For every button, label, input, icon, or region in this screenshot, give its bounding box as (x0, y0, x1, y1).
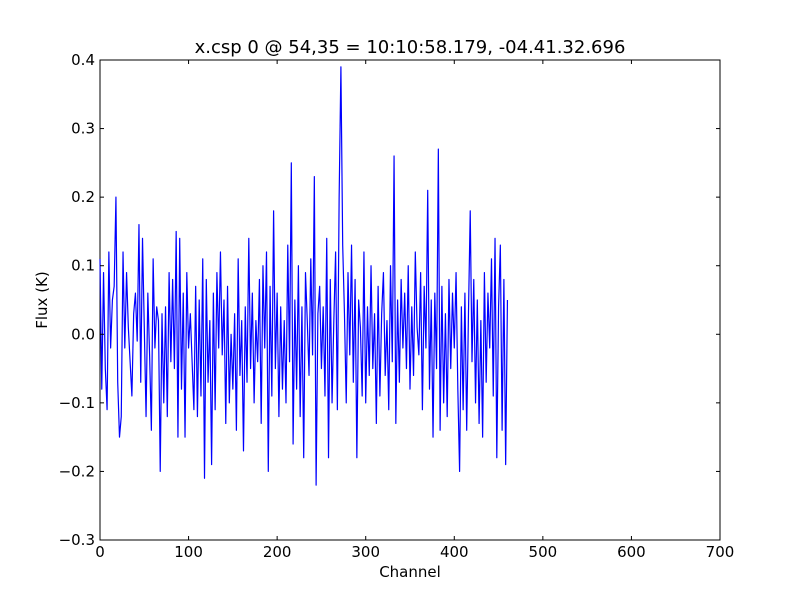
plot-area: 0 100 200 300 400 500 600 700 −0.3 −0.2 −0.1 0.0 0.1… (59, 51, 735, 561)
y-tick-label: −0.3 (59, 531, 95, 549)
y-tick-label: 0.4 (71, 51, 95, 69)
series-layer (99, 66, 509, 486)
x-tick-label: 100 (174, 543, 203, 561)
series-line-0 (99, 66, 509, 486)
y-tick-label: −0.2 (59, 462, 95, 480)
y-tick-label: 0.2 (71, 188, 95, 206)
x-tick-label: 0 (95, 543, 105, 561)
y-tick-label: 0.3 (71, 120, 95, 138)
y-tick-label: 0.1 (71, 257, 95, 275)
axes-frame (99, 59, 721, 541)
x-tick-label: 700 (706, 543, 735, 561)
x-tick-label: 300 (351, 543, 380, 561)
x-tick-label: 600 (617, 543, 646, 561)
x-axis-label: Channel (379, 563, 441, 581)
x-tick-label: 200 (263, 543, 292, 561)
y-axis-label: Flux (K) (33, 271, 51, 329)
x-tick-label: 500 (529, 543, 558, 561)
ticks-layer: 0 100 200 300 400 500 600 700 −0.3 −0.2 −0.1 0.0 0.1… (59, 51, 735, 561)
y-tick-label: −0.1 (59, 394, 95, 412)
y-tick-label: 0.0 (71, 325, 95, 343)
x-tick-label: 400 (440, 543, 469, 561)
chart-title: x.csp 0 @ 54,35 = 10:10:58.179, -04.41.3… (195, 37, 626, 58)
